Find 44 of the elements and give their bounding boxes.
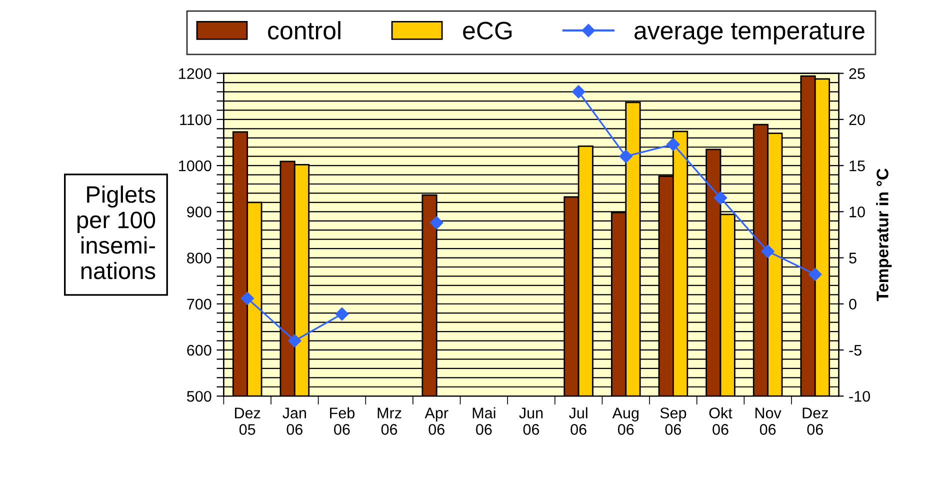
y-tick-label: 1200 <box>179 68 212 80</box>
legend-label: control <box>268 21 340 40</box>
x-tick-label: Apr 06 <box>424 408 448 435</box>
y-tick-label: 1100 <box>180 114 212 126</box>
point <box>761 244 774 258</box>
x-tick-label: Sep 06 <box>660 408 686 435</box>
y-tick-label: 600 <box>187 344 212 356</box>
y-tick-label: 800 <box>187 252 212 264</box>
y2-tick-label: 5 <box>849 252 856 264</box>
y2-tick-label: -5 <box>849 345 862 356</box>
x-tick-label: Jan 06 <box>282 408 306 435</box>
y2-tick-label: 25 <box>849 68 865 80</box>
x-tick-label: Jun 06 <box>519 408 543 435</box>
point <box>335 307 349 321</box>
point <box>572 85 586 98</box>
x-tick-label: Nov 06 <box>755 408 782 435</box>
legend-label: average temperature <box>634 23 864 44</box>
y2-tick-label: 0 <box>849 298 856 310</box>
x-tick-label: Jul 06 <box>569 407 588 435</box>
point <box>808 268 822 281</box>
point <box>666 138 680 151</box>
y-tick-label: 500 <box>187 390 212 402</box>
point <box>430 216 444 230</box>
y-axis-title: Piglets per 100 insemi- nations <box>77 186 156 280</box>
y-tick-label: 700 <box>187 298 212 310</box>
x-tick-label: Feb 06 <box>330 407 354 435</box>
y2-tick-label: 15 <box>850 160 865 172</box>
x-tick-label: Dez 05 <box>235 408 260 435</box>
x-tick-label: Okt 06 <box>709 407 732 435</box>
y2-tick-label: 20 <box>849 114 865 126</box>
y-tick-label: 900 <box>187 206 212 218</box>
point <box>240 292 254 305</box>
legend-label: eCG <box>463 22 512 40</box>
x-tick-label: Mai 06 <box>472 407 496 435</box>
x-tick-label: Mrz 06 <box>378 408 402 435</box>
point <box>619 150 632 163</box>
y2-tick-label: -10 <box>849 390 870 402</box>
point <box>288 334 302 348</box>
y-tick-label: 1000 <box>179 160 212 172</box>
y2-tick-label: 10 <box>850 206 865 218</box>
x-tick-label: Aug 06 <box>612 408 638 435</box>
point <box>714 191 728 204</box>
x-tick-label: Dez 06 <box>802 408 828 435</box>
y2-axis-title: Temperatur in °C <box>876 168 892 302</box>
